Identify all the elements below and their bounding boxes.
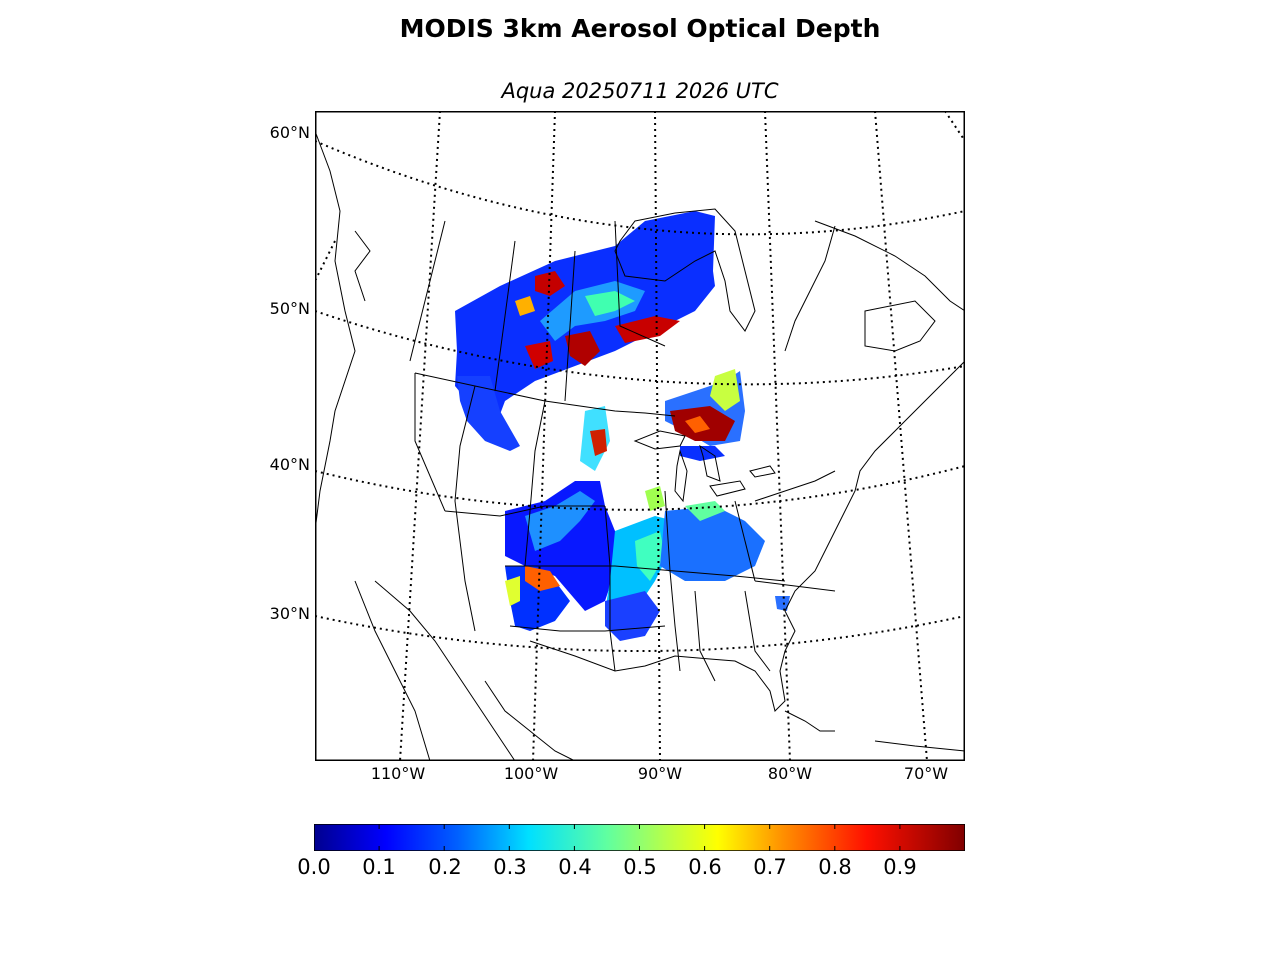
lake-superior — [633, 430, 686, 450]
colorbar-ticks — [378, 824, 901, 851]
atlantic-coast — [784, 360, 965, 652]
colorbar-tick-label: 0.0 — [297, 855, 331, 879]
colorbar-tick-label: 0.3 — [493, 855, 527, 879]
lon-label-70w: 70°W — [903, 764, 949, 783]
pacific-coast — [315, 130, 356, 532]
colorbar-tick-label: 0.2 — [428, 855, 462, 879]
colorbar-tick-label: 0.6 — [688, 855, 722, 879]
meridian-80w — [764, 111, 791, 761]
lake-michigan — [674, 449, 688, 503]
colorbar-tick-label: 0.4 — [558, 855, 592, 879]
aerosol-data-layer — [455, 211, 790, 641]
graticule — [315, 111, 965, 761]
meridian-90w — [654, 111, 661, 761]
map-plot-area — [315, 111, 965, 761]
lat-label-30: 30°N — [269, 604, 310, 623]
chart-title: MODIS 3km Aerosol Optical Depth — [399, 14, 881, 43]
aod-swath-north — [455, 211, 715, 441]
lake-ontario — [749, 465, 776, 478]
chart-subtitle: Aqua 20250711 2026 UTC — [501, 79, 779, 103]
colorbar-tick-label: 0.8 — [818, 855, 852, 879]
lon-label-110w: 110°W — [370, 764, 426, 783]
us-canada-border — [414, 372, 676, 417]
colorbar-tick-label: 0.7 — [753, 855, 787, 879]
coastlines-and-borders — [315, 130, 965, 761]
meridian-100w — [532, 111, 556, 761]
colorbar — [314, 824, 965, 851]
colorbar-tick-label: 0.5 — [623, 855, 657, 879]
lake-huron — [699, 444, 721, 482]
lake-erie — [709, 480, 746, 497]
lat-label-60: 60°N — [269, 123, 310, 142]
lat-label-50: 50°N — [269, 299, 310, 318]
colorbar-tick-label: 0.1 — [362, 855, 396, 879]
lon-label-100w: 100°W — [503, 764, 559, 783]
colorbar-tick-label: 0.9 — [883, 855, 917, 879]
hudson-bay-coast — [614, 208, 756, 332]
meridian-110w — [399, 111, 441, 761]
map-frame — [315, 111, 965, 761]
gulf-coast — [529, 640, 786, 712]
lon-label-80w: 80°W — [767, 764, 813, 783]
parallel-60n — [315, 140, 965, 236]
meridian-70w — [874, 111, 928, 761]
lon-label-90w: 90°W — [637, 764, 683, 783]
lat-label-40: 40°N — [269, 455, 310, 474]
